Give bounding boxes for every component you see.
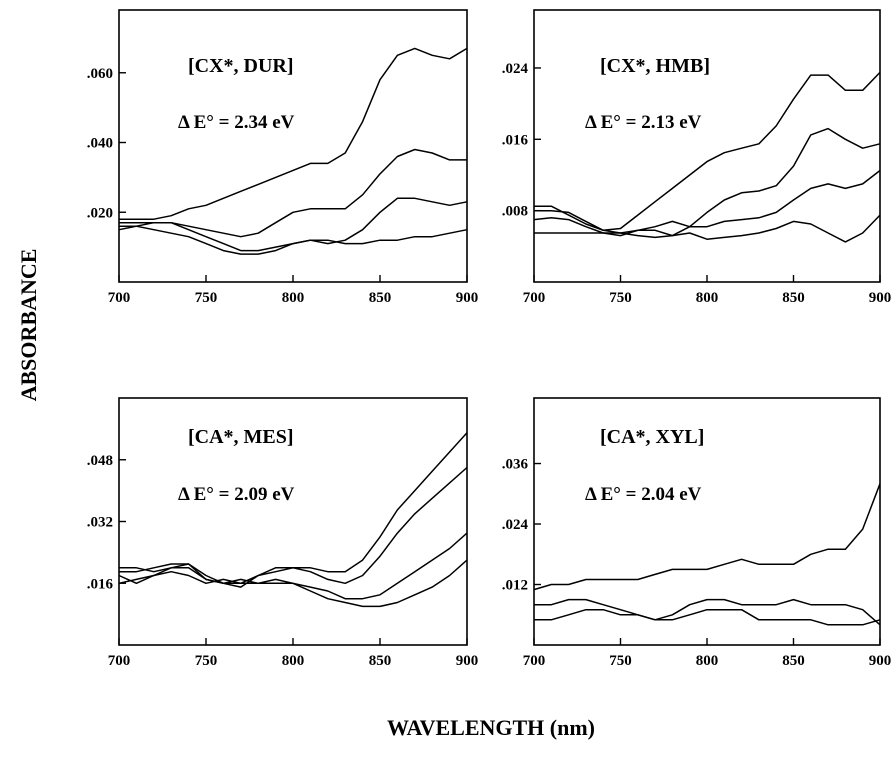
y-tick-label: .024 bbox=[502, 61, 529, 77]
series-line-4 bbox=[118, 559, 468, 608]
panel-title: [CX*, DUR] bbox=[188, 55, 294, 77]
series-line-1 bbox=[119, 432, 468, 585]
panel-frame bbox=[118, 9, 468, 283]
x-tick-label: 900 bbox=[869, 290, 892, 306]
series-line-2 bbox=[534, 598, 881, 626]
x-tick-label: 900 bbox=[456, 290, 479, 306]
series-line-3 bbox=[534, 608, 881, 626]
y-tick-label: .012 bbox=[502, 578, 528, 594]
y-tick-label: .016 bbox=[502, 132, 529, 148]
x-tick-label: 750 bbox=[609, 653, 632, 669]
x-axis-label: WAVELENGTH (nm) bbox=[387, 715, 595, 740]
series-line-3 bbox=[119, 197, 468, 252]
x-tick-label: 800 bbox=[696, 653, 719, 669]
y-tick-label: .020 bbox=[87, 205, 113, 221]
series-line-2 bbox=[119, 148, 467, 238]
x-tick-label: 750 bbox=[195, 290, 218, 306]
panel-cx-hmb: [CX*, HMB] Δ E° = 2.13 eV 700 750 800 850 90… bbox=[502, 9, 892, 306]
y-tick-label: .036 bbox=[502, 457, 529, 473]
panel-energy-label: Δ E° = 2.09 eV bbox=[178, 484, 295, 505]
series-line-3 bbox=[118, 532, 468, 600]
series-line-2 bbox=[534, 127, 881, 237]
x-tick-label: 700 bbox=[108, 290, 131, 306]
series-line-4 bbox=[118, 225, 468, 255]
y-tick-label: .040 bbox=[87, 136, 113, 152]
y-tick-label: .024 bbox=[502, 517, 529, 533]
x-tick-label: 850 bbox=[782, 290, 805, 306]
x-tick-label: 850 bbox=[782, 653, 805, 669]
series-line-2 bbox=[119, 466, 468, 588]
y-tick-label: .008 bbox=[502, 204, 528, 220]
y-axis-label: ABSORBANCE bbox=[16, 249, 41, 402]
x-tick-label: 800 bbox=[282, 290, 305, 306]
x-tick-label: 850 bbox=[369, 653, 392, 669]
x-tick-label: 700 bbox=[523, 653, 546, 669]
x-tick-label: 800 bbox=[282, 653, 305, 669]
panel-frame bbox=[533, 397, 881, 646]
y-tick-label: .060 bbox=[87, 66, 113, 82]
series-line-1 bbox=[534, 71, 881, 232]
x-tick-label: 900 bbox=[869, 653, 892, 669]
panel-energy-label: Δ E° = 2.34 eV bbox=[178, 112, 295, 133]
x-tick-label: 750 bbox=[609, 290, 632, 306]
x-tick-label: 900 bbox=[456, 653, 479, 669]
panel-ca-mes: [CA*, MES] Δ E° = 2.09 eV 700 750 800 850 90… bbox=[87, 397, 479, 669]
y-tick-label: .032 bbox=[87, 515, 113, 531]
panel-cx-dur: [CX*, DUR] Δ E° = 2.34 eV 700 750 800 850 90… bbox=[87, 9, 479, 306]
panel-title: [CA*, MES] bbox=[188, 426, 294, 448]
panel-energy-label: Δ E° = 2.04 eV bbox=[585, 484, 702, 505]
y-tick-label: .016 bbox=[87, 576, 114, 592]
series-line-1 bbox=[533, 483, 881, 591]
x-tick-label: 700 bbox=[523, 290, 546, 306]
x-tick-label: 850 bbox=[369, 290, 392, 306]
panel-energy-label: Δ E° = 2.13 eV bbox=[585, 112, 702, 133]
x-tick-label: 700 bbox=[108, 653, 131, 669]
x-tick-label: 750 bbox=[195, 653, 218, 669]
series-line-4 bbox=[534, 214, 881, 243]
x-tick-label: 800 bbox=[696, 290, 719, 306]
series-line-1 bbox=[119, 47, 468, 220]
panel-title: [CA*, XYL] bbox=[600, 426, 704, 448]
panel-frame bbox=[533, 9, 881, 283]
panel-title: [CX*, HMB] bbox=[600, 55, 710, 77]
series-line-3 bbox=[533, 169, 881, 237]
panel-ca-xyl: [CA*, XYL] Δ E° = 2.04 eV 700 750 800 850 90… bbox=[502, 397, 892, 669]
y-tick-label: .048 bbox=[87, 453, 113, 469]
